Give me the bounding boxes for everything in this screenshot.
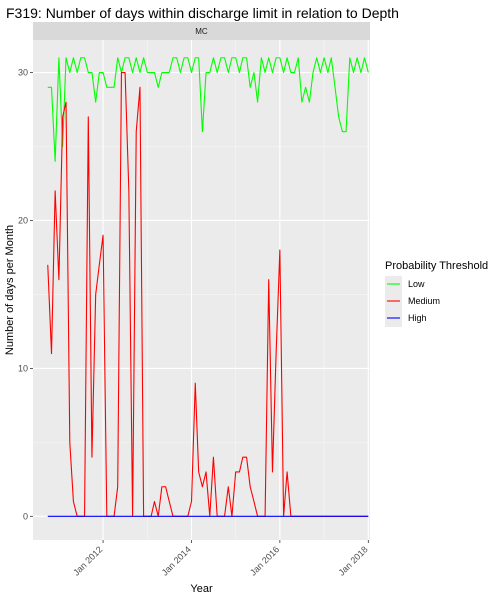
series-lines bbox=[47, 57, 369, 517]
x-axis-title: Year bbox=[190, 583, 213, 595]
x-tick-label: Jan 2014 bbox=[160, 544, 193, 577]
legend-label-low: Low bbox=[408, 279, 425, 289]
x-tick-label: Jan 2012 bbox=[71, 544, 104, 577]
legend: Probability Threshold Low Medium High bbox=[385, 260, 488, 327]
legend-label-medium: Medium bbox=[408, 296, 440, 306]
series-line-low bbox=[47, 57, 369, 162]
y-axis-title: Number of days per Month bbox=[4, 225, 16, 355]
x-tick-label: Jan 2018 bbox=[336, 544, 369, 577]
legend-title: Probability Threshold bbox=[385, 260, 488, 272]
chart-title: F319: Number of days within discharge li… bbox=[6, 5, 399, 21]
y-axis: 0 10 20 30 bbox=[18, 68, 33, 521]
facet-strip bbox=[33, 22, 370, 40]
facet-label: MC bbox=[195, 27, 208, 36]
x-axis: Jan 2012 Jan 2014 Jan 2016 Jan 2018 bbox=[71, 540, 370, 578]
y-tick-label: 0 bbox=[23, 511, 28, 521]
x-tick-label: Jan 2016 bbox=[248, 544, 281, 577]
y-tick-label: 10 bbox=[18, 363, 28, 373]
y-tick-label: 20 bbox=[18, 215, 28, 225]
y-tick-label: 30 bbox=[18, 68, 28, 78]
grid-minor bbox=[33, 40, 370, 540]
legend-label-high: High bbox=[408, 313, 427, 323]
